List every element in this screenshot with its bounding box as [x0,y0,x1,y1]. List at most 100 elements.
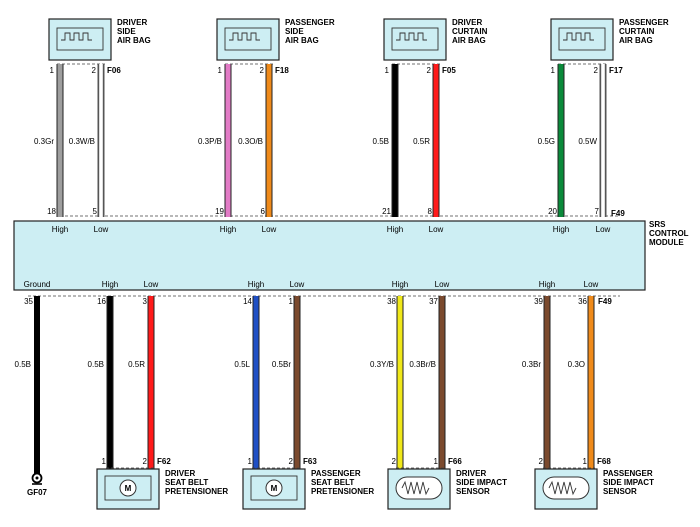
signal-label: High [539,280,555,289]
airbag-inner-frame [56,27,104,51]
signal-label: High [102,280,118,289]
srs-control-module [13,220,646,291]
component-name-line: PRETENSIONER [311,487,374,496]
wire-label: 0.5W [578,137,597,146]
component-name-line: SEAT BELT [311,478,354,487]
wire-label: 0.3P/B [198,137,222,146]
connector-pin-number: 1 [50,66,55,75]
airbag-name-line: DRIVER [452,18,482,27]
module-pin-number: 39 [534,297,543,306]
squib-icon [229,32,260,41]
airbag-inner-frame [224,27,272,51]
signal-label: Low [429,225,444,234]
airbag-name-line: AIR BAG [117,36,151,45]
signal-label: High [52,225,68,234]
motor-icon [119,479,137,497]
module-pin-number: 6 [261,207,266,216]
module-name-line: SRS [649,220,666,229]
connector-pin-number: 2 [143,457,148,466]
airbag-box [48,18,112,61]
signal-label: High [220,225,236,234]
motor-frame [104,475,152,501]
signal-label: Low [290,280,305,289]
ground-id-label: GF07 [27,488,48,497]
wire-label: 0.5R [413,137,430,146]
airbag-name-line: AIR BAG [452,36,486,45]
module-top-connector-id: F49 [611,209,625,218]
connector-pin-number: 2 [260,66,265,75]
airbag-name-line: AIR BAG [285,36,319,45]
ground-pin-number: 35 [24,297,33,306]
signal-label: High [387,225,403,234]
airbag-box [383,18,447,61]
airbag-name-line: SIDE [117,27,136,36]
module-pin-number: 1 [289,297,294,306]
sensor-coil-icon [401,480,430,496]
module-pin-number: 36 [578,297,587,306]
module-pin-number: 38 [387,297,396,306]
connector-id: F62 [157,457,171,466]
airbag-name-line: PASSENGER [285,18,335,27]
component-name-line: PASSENGER [603,469,653,478]
module-pin-number: 21 [382,207,391,216]
signal-label: Low [435,280,450,289]
airbag-name-line: PASSENGER [619,18,669,27]
connector-pin-number: 1 [385,66,390,75]
connector-pin-number: 2 [594,66,599,75]
module-name-line: MODULE [649,238,684,247]
module-pin-number: 19 [215,207,224,216]
airbag-name-line: AIR BAG [619,36,653,45]
component-name-line: DRIVER [456,469,486,478]
connector-pin-number: 1 [248,457,253,466]
motor-icon [265,479,283,497]
wire-label: 0.5B [373,137,389,146]
module-pin-number: 14 [243,297,252,306]
ground-symbol-dot [35,476,39,480]
connector-id: F18 [275,66,289,75]
connector-pin-number: 2 [539,457,544,466]
wire-label: 0.5B [88,360,104,369]
module-pin-number: 3 [143,297,148,306]
connector-id: F63 [303,457,317,466]
connector-pin-number: 1 [583,457,588,466]
sensor-coil-icon [548,480,577,496]
connector-pin-number: 2 [92,66,97,75]
connector-pin-number: 2 [427,66,432,75]
airbag-name-line: SIDE [285,27,304,36]
wire-label: 0.3O [568,360,585,369]
wire-label: 0.5R [128,360,145,369]
motor-frame [250,475,298,501]
connector-id: F17 [609,66,623,75]
module-pin-number: 5 [93,207,98,216]
wire-label: 0.5L [234,360,250,369]
connector-id: F66 [448,457,462,466]
motor-label: M [125,484,132,493]
component-name-line: SEAT BELT [165,478,208,487]
component-name-line: DRIVER [165,469,195,478]
airbag-name-line: DRIVER [117,18,147,27]
wire-label: 0.3W/B [69,137,95,146]
connector-pin-number: 1 [102,457,107,466]
sensor-icon [395,476,443,500]
signal-label: Low [596,225,611,234]
wire-label: 0.3Br/B [409,360,436,369]
wire-label: 0.5G [538,137,555,146]
signal-label: Low [94,225,109,234]
squib-icon [563,32,594,41]
wire-label: 0.3Y/B [370,360,394,369]
component-name-line: SIDE IMPACT [456,478,507,487]
connector-pin-number: 2 [289,457,294,466]
signal-label: Low [144,280,159,289]
wire-label: 0.3Br [522,360,541,369]
sensor-icon [542,476,590,500]
airbag-inner-frame [558,27,606,51]
connector-pin-number: 2 [392,457,397,466]
wire-label: 0.5Br [272,360,291,369]
airbag-inner-frame [391,27,439,51]
signal-label: Low [584,280,599,289]
component-name-line: PASSENGER [311,469,361,478]
signal-label: High [248,280,264,289]
wire-label: 0.3O/B [238,137,263,146]
connector-id: F68 [597,457,611,466]
